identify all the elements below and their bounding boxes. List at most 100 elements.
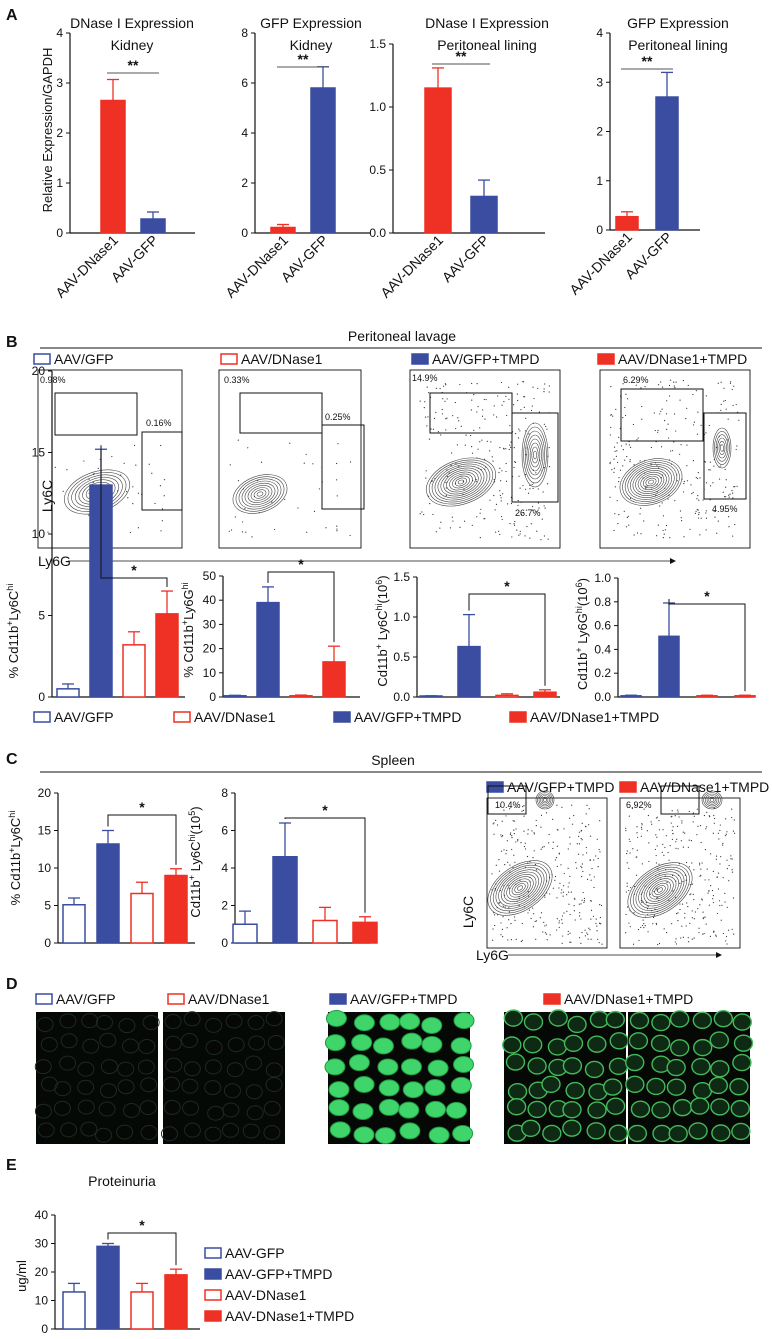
flow-event-dot <box>589 874 591 876</box>
flow-event-dot <box>716 532 718 534</box>
flow-event-dot <box>430 428 432 430</box>
flow-event-dot <box>451 516 453 518</box>
flow-event-dot <box>626 852 628 855</box>
cell-outline <box>163 1099 181 1115</box>
flow-event-dot <box>713 931 715 933</box>
flow-event-dot <box>709 469 711 471</box>
flow-event-dot <box>702 933 704 935</box>
cell-outline <box>99 1032 117 1048</box>
flow-event-dot <box>578 835 580 837</box>
flow-event-dot <box>578 843 581 845</box>
flow-event-dot <box>97 467 99 469</box>
flow-contour <box>235 476 285 512</box>
flow-event-dot <box>498 471 500 474</box>
stained-nucleus <box>353 1075 375 1093</box>
panel-b-letter: B <box>6 334 18 351</box>
flow-event-dot <box>511 837 513 839</box>
flow-event-dot <box>558 922 560 924</box>
stained-nuclear-rim <box>502 1036 522 1054</box>
flow-event-dot <box>649 893 651 895</box>
flow-event-dot <box>543 423 545 425</box>
flow-event-dot <box>497 395 499 397</box>
a2-bar <box>270 226 296 234</box>
flow-event-dot <box>728 496 730 498</box>
flow-event-dot <box>583 897 586 900</box>
flow-event-dot <box>705 529 707 531</box>
stained-nuclear-rim <box>672 1098 693 1117</box>
flow-event-dot <box>627 398 629 400</box>
flow-event-dot <box>715 935 717 937</box>
panel-c-flow-ylabel: Ly6C <box>460 896 476 928</box>
flow-event-dot <box>697 411 699 413</box>
flow-event-dot <box>429 503 431 505</box>
flow-event-dot <box>625 827 627 829</box>
b4-bar <box>658 635 680 698</box>
flow-event-dot <box>558 852 560 854</box>
flow-event-dot <box>677 809 679 811</box>
flow-contour <box>640 473 662 491</box>
flow-event-dot <box>717 382 719 384</box>
flow-event-dot <box>503 809 505 811</box>
flow-event-dot <box>471 382 473 385</box>
a4-tick-label: 0 <box>596 223 603 237</box>
flow-event-dot <box>598 942 600 944</box>
stained-nucleus <box>453 1012 475 1030</box>
stained-nuclear-rim <box>708 1076 729 1095</box>
flow-event-dot <box>499 490 501 492</box>
flow-event-dot <box>726 859 728 861</box>
panel-b-bar-legend-item-swatch <box>509 711 527 723</box>
flow-event-dot <box>542 931 544 933</box>
cell-outline <box>265 1062 283 1078</box>
flow-event-dot <box>561 806 563 808</box>
flow-event-dot <box>426 386 428 388</box>
flow-event-dot <box>732 404 734 407</box>
stained-nuclear-rim <box>522 1036 543 1054</box>
flow-contour <box>526 434 544 476</box>
cell-outline <box>182 1100 200 1116</box>
cell-outline <box>263 1100 281 1116</box>
flow-event-dot <box>692 393 694 396</box>
panel-b-flow-plots: 0.98%0.16%0.33%0.25%14.9%26.7%6.29%4.95% <box>37 369 751 549</box>
a2-tick-label: 8 <box>241 26 248 40</box>
stained-nuclear-rim <box>666 1078 687 1096</box>
flow-event-dot <box>508 448 510 451</box>
flow-contour <box>238 478 282 510</box>
b4-ylabel-part: Ly6G <box>575 613 590 647</box>
flow-event-dot <box>563 872 565 875</box>
flow-event-dot <box>540 912 543 914</box>
flow-event-dot <box>661 408 663 410</box>
flow-event-dot <box>457 417 459 419</box>
flow-event-dot <box>587 938 589 940</box>
cell-outline <box>34 1059 52 1075</box>
flow-event-dot <box>531 830 533 832</box>
stained-nuclear-rim <box>729 1078 749 1096</box>
b3-ylabel-part: Cd11b <box>375 649 390 686</box>
cell-outline <box>242 1123 260 1139</box>
flow-event-dot <box>489 450 491 452</box>
flow-contour <box>490 862 550 914</box>
ly6c-gate-percent: 6.29% <box>623 375 649 385</box>
flow-event-dot <box>423 513 425 516</box>
flow-event-dot <box>530 917 532 920</box>
flow-event-dot <box>132 486 134 488</box>
b3-bar <box>495 694 519 698</box>
flow-event-dot <box>658 467 660 469</box>
flow-event-dot <box>481 439 483 441</box>
b2-bar <box>322 661 346 698</box>
stained-nuclear-rim <box>562 1057 583 1075</box>
flow-event-dot <box>629 459 631 461</box>
flow-event-dot <box>699 904 701 906</box>
flow-event-dot <box>533 833 535 835</box>
flow-event-dot <box>543 388 545 390</box>
flow-event-dot <box>528 492 530 494</box>
flow-event-dot <box>724 818 727 820</box>
flow-contour <box>717 437 727 459</box>
b2-tick-label: 50 <box>203 569 217 583</box>
stained-nuclear-rim <box>586 1122 606 1140</box>
b4-ylabel-part: 6 <box>574 582 584 587</box>
cell-outline <box>59 1013 77 1029</box>
flow-event-dot <box>735 448 737 451</box>
flow-event-dot <box>681 520 683 522</box>
panel-d-legend-item-swatch <box>543 993 561 1005</box>
flow-event-dot <box>660 381 662 383</box>
